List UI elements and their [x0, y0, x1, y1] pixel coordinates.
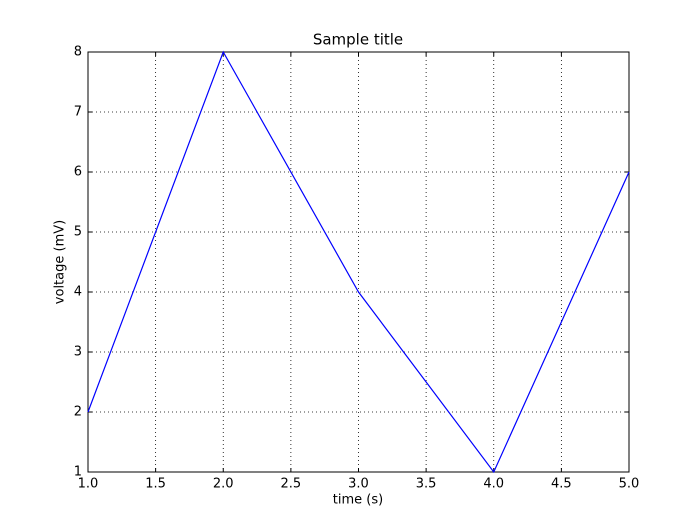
x-tick-label: 4.0 [483, 477, 504, 492]
x-axis-label: time (s) [333, 493, 383, 508]
plot-frame [87, 51, 630, 473]
y-tick-label: 8 [74, 45, 82, 60]
y-tick-label: 6 [74, 165, 82, 180]
x-tick-label: 3.5 [416, 477, 437, 492]
y-tick-label: 1 [74, 465, 82, 480]
x-tick-label: 4.5 [551, 477, 572, 492]
x-tick-label: 5.0 [619, 477, 640, 492]
y-tick-label: 5 [74, 225, 82, 240]
data-line [87, 50, 630, 474]
x-tick-label: 3.0 [348, 477, 369, 492]
x-tick-label: 2.0 [213, 477, 234, 492]
x-tick-label: 2.5 [281, 477, 302, 492]
y-tick-label: 7 [74, 105, 82, 120]
y-tick-label: 4 [74, 285, 82, 300]
y-tick-label: 2 [74, 405, 82, 420]
chart-title: Sample title [313, 31, 403, 49]
y-tick-label: 3 [74, 345, 82, 360]
x-tick-label: 1.0 [78, 477, 99, 492]
y-axis-label: voltage (mV) [53, 220, 68, 304]
x-tick-label: 1.5 [145, 477, 166, 492]
